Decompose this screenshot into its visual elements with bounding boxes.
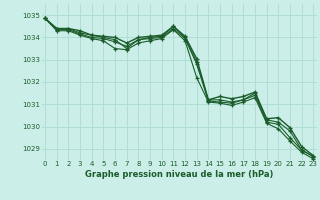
X-axis label: Graphe pression niveau de la mer (hPa): Graphe pression niveau de la mer (hPa) <box>85 170 273 179</box>
